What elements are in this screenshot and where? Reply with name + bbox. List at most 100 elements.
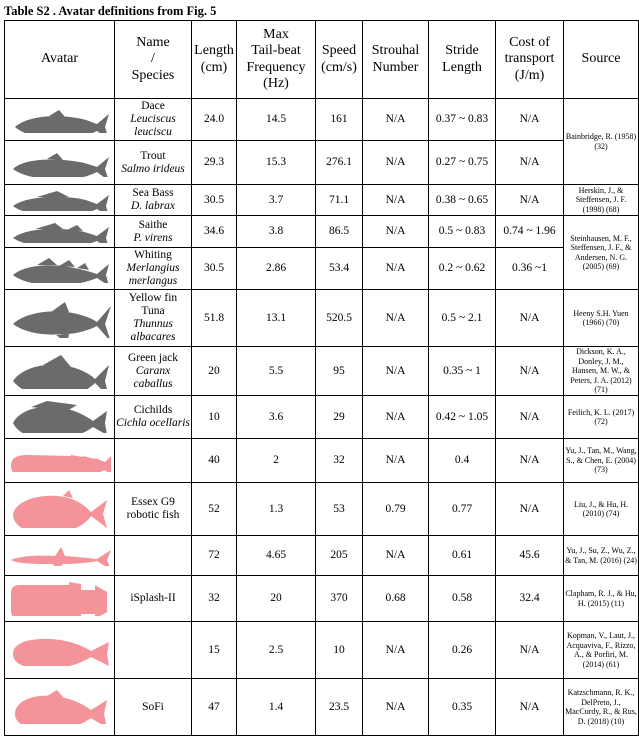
table-row: Sea Bass D. labrax 30.5 3.7 71.1 N/A 0.38 ~ 0.… [4, 184, 639, 216]
stride-cell: 0.61 [428, 535, 496, 576]
stride-cell: 0.77 [428, 482, 496, 536]
cost-of-transport-cell: N/A [495, 289, 564, 347]
source-cell: Clapham, R. J., & Hu, H. (2015) (11) [563, 575, 639, 622]
speed-cell: 520.5 [315, 289, 363, 347]
length-cell: 51.8 [191, 289, 237, 347]
table-row: 40 2 32 N/A 0.4 N/A Yu, J., Tan, M., Wang, S.,… [4, 438, 639, 483]
length-cell: 30.5 [191, 184, 237, 216]
header-cost-of-transport: Cost of transport (J/m) [495, 20, 564, 99]
avatar-table: Avatar Name / Species Length (cm) Max Tail-b… [4, 20, 639, 736]
robot-fish-icon [10, 581, 107, 616]
speed-cell: 29 [315, 395, 363, 439]
speed-cell: 10 [315, 621, 363, 679]
length-cell: 40 [191, 438, 237, 483]
table-row: iSplash-II 32 20 370 0.68 0.58 32.4 Clapham, R.… [4, 575, 639, 622]
avatar-cell [4, 289, 115, 347]
name-cell: Essex G9 robotic fish [114, 482, 192, 536]
cost-of-transport-cell: 0.36 ~1 [495, 247, 564, 290]
header-stride: Stride Length [428, 20, 496, 99]
name-cell: Whiting Merlangius merlangus [114, 247, 192, 290]
robot-fish-icon [10, 546, 111, 566]
avatar-cell [4, 215, 115, 248]
length-cell: 10 [191, 395, 237, 439]
speed-cell: 32 [315, 438, 363, 483]
name-cell: Dace Leuciscus leuciscu [114, 98, 192, 141]
table-row: SoFi 47 1.4 23.5 N/A 0.35 N/A Katzschmann, R. K… [4, 678, 639, 736]
source-cell: Steinhausen, M. F., Steffensen, J. F., &… [563, 215, 639, 290]
strouhal-cell: N/A [362, 438, 429, 483]
cost-of-transport-cell: N/A [495, 184, 564, 216]
header-frequency: Max Tail-beat Frequency (Hz) [236, 20, 316, 99]
avatar-cell [4, 621, 115, 679]
length-cell: 15 [191, 621, 237, 679]
common-name: Sea Bass [132, 187, 174, 199]
cost-of-transport-cell: N/A [495, 140, 564, 185]
cost-of-transport-cell: N/A [495, 482, 564, 536]
cost-of-transport-cell: N/A [495, 678, 564, 736]
cost-of-transport-cell: N/A [495, 621, 564, 679]
frequency-cell: 4.65 [236, 535, 316, 576]
common-name: Cichilds [133, 404, 173, 416]
source-cell: Katzschmann, R. K., DelPreto, J., MacCur… [563, 678, 639, 736]
name-cell: Yellow fin Tuna Thunnus albacares [114, 289, 192, 347]
header-row: Avatar Name / Species Length (cm) Max Tail-b… [4, 20, 639, 99]
species-name: Caranx caballus [133, 364, 173, 390]
avatar-cell [4, 482, 115, 536]
common-name: Yellow fin Tuna [128, 292, 178, 317]
avatar-cell [4, 346, 115, 396]
strouhal-cell: N/A [362, 621, 429, 679]
header-avatar: Avatar [4, 20, 115, 99]
stride-cell: 0.5 ~ 2.1 [428, 289, 496, 347]
name-cell: Saithe P. virens [114, 215, 192, 248]
stride-cell: 0.42 ~ 1.05 [428, 395, 496, 439]
length-cell: 30.5 [191, 247, 237, 290]
table-caption: Table S2 . Avatar definitions from Fig. … [4, 4, 217, 18]
length-cell: 47 [191, 678, 237, 736]
cost-of-transport-cell: 32.4 [495, 575, 564, 622]
stride-cell: 0.26 [428, 621, 496, 679]
name-cell: iSplash-II [114, 575, 192, 622]
common-name: Trout [140, 149, 166, 162]
fish-icon [12, 401, 107, 433]
strouhal-cell: 0.68 [362, 575, 429, 622]
table-row: Dace Leuciscus leuciscu 24.0 14.5 161 N/A 0.37… [4, 98, 639, 185]
table-row: Saithe P. virens 34.6 3.8 86.5 N/A 0.5 ~ 0.83 0… [4, 215, 639, 290]
species-name: Merlangius merlangus [126, 262, 180, 287]
cost-of-transport-cell: N/A [495, 395, 564, 439]
strouhal-cell: N/A [362, 215, 429, 248]
robot-fish-icon [12, 490, 107, 528]
avatar-cell [4, 184, 115, 216]
avatar-cell [4, 438, 115, 483]
name-cell [114, 438, 192, 483]
avatar-cell [4, 247, 115, 290]
common-name: iSplash-II [130, 592, 176, 604]
source-cell: Yu, J., Tan, M., Wang, S., & Chen, E. (2… [563, 438, 639, 483]
fish-icon [12, 222, 109, 243]
source-cell: Feilich, K. L. (2017) (72) [563, 395, 639, 439]
common-name: Saithe [138, 218, 168, 231]
strouhal-cell: N/A [362, 395, 429, 439]
length-cell: 24.0 [191, 98, 237, 141]
robot-fish-icon [12, 638, 109, 666]
table-row: 72 4.65 205 N/A 0.61 45.6 Yu, J., Su, Z., Wu, … [4, 535, 639, 576]
frequency-cell: 15.3 [236, 140, 316, 185]
avatar-cell [4, 678, 115, 736]
species-name: Leuciscus leuciscu [130, 113, 176, 138]
frequency-cell: 14.5 [236, 98, 316, 141]
common-name: Whiting [134, 249, 172, 261]
strouhal-cell: N/A [362, 289, 429, 347]
cost-of-transport-cell: 45.6 [495, 535, 564, 576]
header-speed: Speed (cm/s) [315, 20, 363, 99]
species-name: Thunnus albacares [130, 318, 176, 343]
cost-of-transport-cell: N/A [495, 98, 564, 141]
cost-of-transport-cell: 0.74 ~ 1.96 [495, 215, 564, 248]
name-cell [114, 535, 192, 576]
speed-cell: 161 [315, 98, 363, 141]
fish-icon [12, 355, 109, 389]
avatar-cell [4, 535, 115, 576]
frequency-cell: 1.3 [236, 482, 316, 536]
source-cell: Heeny S.H. Yuen (1966) (70) [563, 289, 639, 347]
table-row: Yellow fin Tuna Thunnus albacares 51.8 13.1… [4, 289, 639, 347]
frequency-cell: 3.7 [236, 184, 316, 216]
